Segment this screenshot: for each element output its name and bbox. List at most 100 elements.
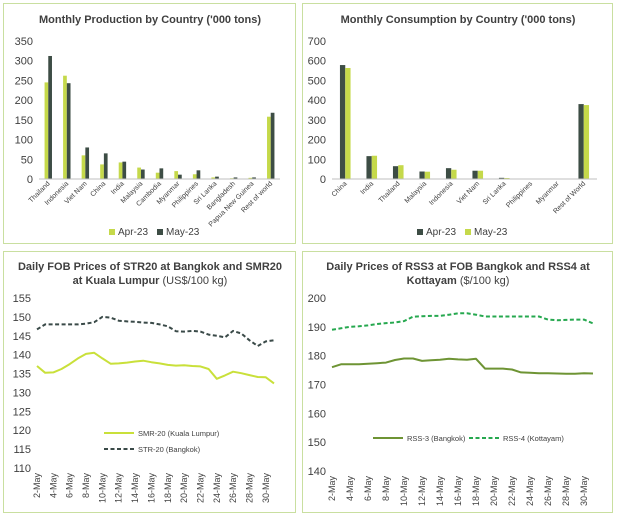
x-tick-label: Malaysia [404,180,429,205]
x-tick-label: 20-May [179,473,189,504]
bar-malaysia-apr-23 [137,167,141,179]
y-tick-label: 600 [308,56,326,68]
x-tick-label: 6-May [65,473,75,499]
production-chart-panel: Monthly Production by Country ('000 tons… [3,3,296,244]
y-tick-label: 50 [21,154,33,166]
y-tick-label: 300 [15,56,33,68]
bar-sri-lanka-may-23 [215,176,219,179]
legend-label-may: May-23 [474,227,508,238]
series-line-rss-4-kottayam [331,312,594,331]
y-tick-label: 125 [13,406,31,418]
y-tick-label: 170 [308,380,326,392]
x-tick-label: 20-May [489,476,499,507]
series-line-smr-20-kuala-lumpur [36,351,275,385]
bar-bangladesh-may-23 [233,177,238,179]
x-tick-label: 24-May [212,473,222,504]
x-tick-label: Viet Nam [456,180,481,205]
y-tick-label: 115 [13,444,31,456]
y-tick-label: 150 [15,115,33,127]
x-tick-label: 8-May [81,473,91,499]
consumption-chart: Monthly Consumption by Country ('000 ton… [308,14,597,238]
bar-thailand-apr-23 [392,166,399,179]
x-tick-label: 28-May [561,476,571,507]
bar-india-apr-23 [118,162,123,179]
y-tick-label: 400 [308,95,326,107]
bar-viet-nam-may-23 [477,170,484,179]
bar-rest-of-world-apr-23 [578,104,584,179]
legend: RSS-3 (Bangkok) RSS-4 (Kottayam) [373,434,564,443]
x-tick-label: 10-May [97,473,107,504]
legend-label-rss3: RSS-3 (Bangkok) [407,434,466,443]
y-tick-label: 700 [308,36,326,48]
x-tick-label: 16-May [453,476,463,507]
y-tick-label: 0 [27,174,33,186]
x-tick-label: Philippines [505,180,534,209]
y-tick-label: 100 [308,154,326,166]
legend-swatch-apr [417,229,423,235]
bar-china-apr-23 [100,164,104,179]
y-tick-label: 100 [15,135,33,147]
bar-philippines-apr-23 [192,174,197,179]
str20-chart-title-location: at Kuala Lumpur [73,275,161,287]
production-chart: Monthly Production by Country ('000 tons… [15,14,280,238]
legend: Apr-23 May-23 [109,227,200,238]
bar-rest-of-world-may-23 [270,112,275,179]
rss-chart-title-location: Kottayam [407,275,457,287]
x-tick-label: India [359,180,375,196]
bar-viet-nam-apr-23 [81,155,86,179]
x-tick-label: Sri Lanka [482,180,508,206]
bar-china-apr-23 [339,65,346,179]
bar-viet-nam-apr-23 [472,170,478,179]
bar-indonesia-apr-23 [63,75,67,179]
x-tick-label: 4-May [345,476,355,502]
x-tick-label: 18-May [471,476,481,507]
y-tick-label: 180 [308,351,326,363]
y-tick-label: 120 [13,425,31,437]
x-tick-label: 2-May [32,473,42,499]
bar-china-may-23 [345,68,351,179]
bar-sri-lanka-apr-23 [498,177,505,179]
x-tick-label: 26-May [228,473,238,504]
x-tick-label: 24-May [525,476,535,507]
rss-chart-title-unit: ($/100 kg) [460,275,510,287]
x-tick-label: 30-May [579,476,589,507]
x-tick-label: 22-May [195,473,205,504]
y-tick-label: 150 [308,437,326,449]
bar-sri-lanka-apr-23 [211,177,216,179]
y-tick-label: 300 [308,115,326,127]
legend: Apr-23 May-23 [417,227,508,238]
legend-label-str20: STR-20 (Bangkok) [138,445,201,454]
bar-rest-of-world-may-23 [583,105,590,179]
legend: SMR-20 (Kuala Lumpur) STR-20 (Bangkok) [104,429,220,454]
x-tick-label: Thailand [378,180,402,204]
bar-malaysia-apr-23 [419,171,425,179]
x-tick-label: China [89,180,107,198]
y-tick-label: 250 [15,75,33,87]
x-tick-label: 18-May [163,473,173,504]
bar-thailand-apr-23 [44,82,49,179]
x-tick-label: India [110,180,126,196]
rss3-rss4-chart: Daily Prices of RSS3 at FOB Bangkok and … [308,261,594,507]
str20-smr20-chart-panel: Daily FOB Prices of STR20 at Bangkok and… [3,251,296,513]
x-tick-label: 10-May [399,476,409,507]
x-tick-label: China [331,180,349,198]
x-tick-label: 2-May [327,476,337,502]
x-tick-label: 22-May [507,476,517,507]
y-tick-label: 110 [13,463,31,475]
bar-rest-of-world-apr-23 [267,116,271,179]
consumption-chart-panel: Monthly Consumption by Country ('000 ton… [302,3,613,244]
y-tick-label: 150 [13,312,31,324]
y-tick-label: 200 [308,135,326,147]
rss-chart-title-line1: Daily Prices of RSS3 at FOB Bangkok and … [326,261,590,273]
y-tick-label: 0 [320,174,326,186]
bar-malaysia-may-23 [140,169,145,179]
legend-label-rss4: RSS-4 (Kottayam) [503,434,564,443]
bar-indonesia-may-23 [66,83,71,179]
str20-chart-title-line2: at Kuala Lumpur (US$/100 kg) [73,275,228,287]
bar-thailand-may-23 [48,55,52,179]
y-tick-label: 135 [13,369,31,381]
bar-viet-nam-may-23 [85,147,90,179]
x-tick-label: 16-May [146,473,156,504]
bar-cambodia-may-23 [159,168,164,179]
legend-swatch-may [157,229,163,235]
